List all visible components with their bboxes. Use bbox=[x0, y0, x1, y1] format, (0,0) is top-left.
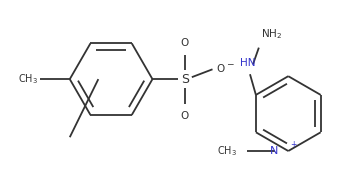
Text: O: O bbox=[216, 64, 225, 74]
Text: +: + bbox=[290, 140, 296, 149]
Text: CH$_3$: CH$_3$ bbox=[18, 72, 38, 86]
Text: HN: HN bbox=[240, 58, 256, 68]
Text: −: − bbox=[226, 59, 234, 68]
Text: N: N bbox=[270, 146, 278, 156]
Text: O: O bbox=[181, 38, 189, 48]
Text: S: S bbox=[181, 73, 189, 86]
Text: CH$_3$: CH$_3$ bbox=[217, 144, 237, 158]
Text: NH$_2$: NH$_2$ bbox=[261, 27, 282, 41]
Text: O: O bbox=[181, 111, 189, 121]
